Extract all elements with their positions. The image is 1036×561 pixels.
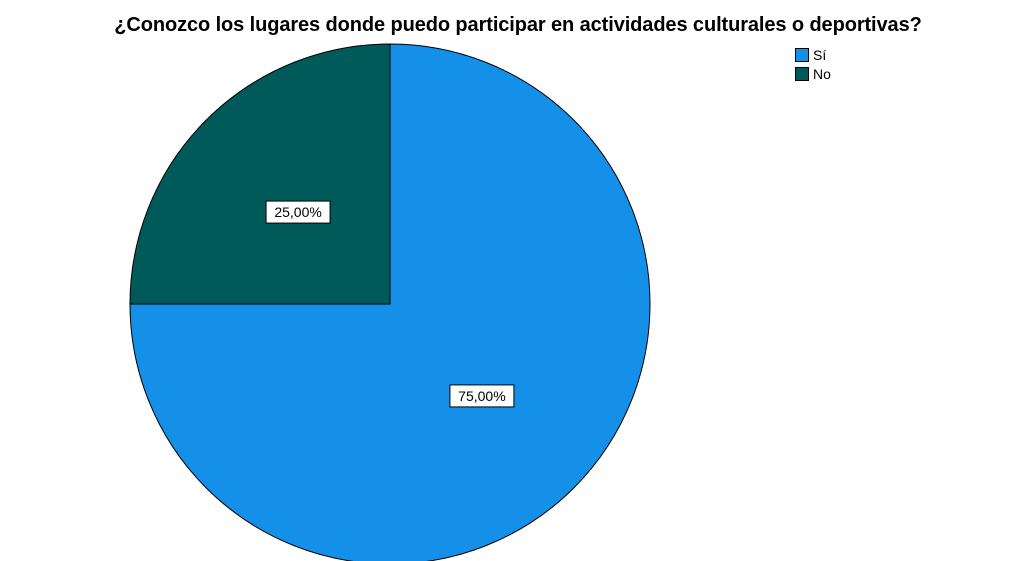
pie-slice-si bbox=[129, 43, 651, 561]
legend-swatch-no bbox=[795, 67, 809, 81]
data-label-si: 75,00% bbox=[449, 384, 515, 408]
pie-slice-no bbox=[129, 43, 391, 305]
legend-swatch-si bbox=[795, 48, 809, 62]
data-label-text-si: 75,00% bbox=[458, 388, 505, 404]
legend-label-si: Sí bbox=[813, 47, 827, 63]
legend-label-no: No bbox=[813, 66, 831, 82]
legend-item-si: Sí bbox=[795, 47, 831, 63]
data-label-no: 25,00% bbox=[265, 200, 331, 224]
chart-title: ¿Conozco los lugares donde puedo partici… bbox=[114, 14, 922, 36]
legend: Sí No bbox=[795, 47, 831, 82]
data-label-text-no: 25,00% bbox=[274, 204, 321, 220]
legend-item-no: No bbox=[795, 66, 831, 82]
